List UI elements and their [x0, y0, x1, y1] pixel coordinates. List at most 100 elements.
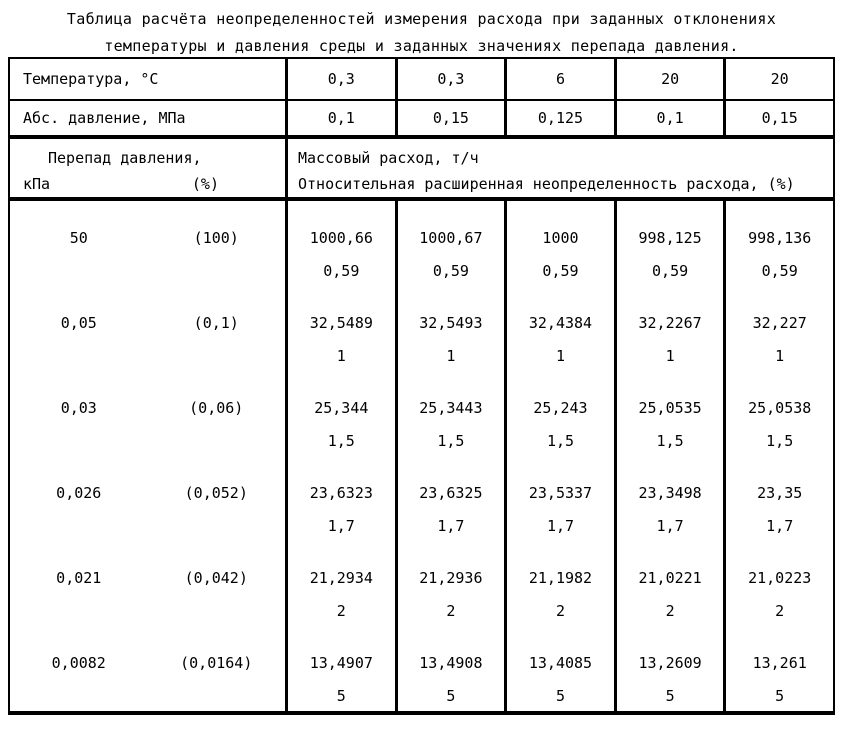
flow-value: 21,0223 [748, 569, 812, 587]
flow-cell: 1000,66 0,59 [285, 201, 395, 288]
uncertainty-value: 1 [446, 347, 456, 365]
uncertainty-value: 1,5 [437, 432, 465, 450]
temperature-value-5: 20 [723, 59, 833, 99]
flow-cell: 32,2267 1 [613, 286, 724, 373]
flow-value: 998,136 [748, 229, 812, 247]
flow-cell: 25,3443 1,5 [394, 371, 505, 458]
flow-value: 13,2609 [638, 654, 702, 672]
flow-value: 23,6325 [419, 484, 483, 502]
flow-cell: 25,0535 1,5 [613, 371, 724, 458]
uncertainty-value: 1,7 [656, 517, 684, 535]
uncertainty-value: 2 [446, 602, 456, 620]
flow-value: 23,3498 [638, 484, 702, 502]
dp-pct-value: (0,0164) [180, 654, 253, 672]
flow-cell: 1000 0,59 [504, 201, 614, 288]
uncertainty-value: 0,59 [323, 262, 360, 280]
dp-cell: 0,026 (0,052) [10, 456, 285, 543]
uncertainty-value: 1,5 [546, 432, 575, 450]
dp-header-pct: (%) [191, 175, 219, 193]
flow-header-line-1: Массовый расход, т/ч [298, 149, 479, 167]
temperature-label: Температура, °С [23, 70, 159, 88]
flow-value: 32,4384 [528, 314, 593, 332]
uncertainty-value: 1,5 [327, 432, 355, 450]
flow-cell: 21,0223 2 [723, 541, 833, 628]
flow-value: 32,5493 [419, 314, 483, 332]
uncertainty-value: 0,59 [652, 262, 689, 280]
uncertainty-value: 0,59 [432, 262, 469, 280]
flow-value: 21,1982 [528, 569, 593, 587]
uncertainty-value: 1 [555, 347, 565, 365]
flow-cell: 13,4085 5 [504, 626, 614, 713]
temperature-value-2: 0,3 [394, 59, 505, 99]
pressure-row: Абс. давление, МПа 0,1 0,15 0,125 0,1 0,… [10, 101, 833, 139]
dp-header-units: кПа (%) [10, 171, 285, 197]
flow-value: 25,243 [533, 399, 588, 417]
flow-cell: 21,2934 2 [285, 541, 395, 628]
uncertainty-value: 1,7 [327, 517, 355, 535]
uncertainty-value: 5 [446, 687, 456, 705]
flow-value: 21,0221 [638, 569, 702, 587]
pressure-value-2: 0,15 [394, 101, 505, 135]
dp-kpa-value: 0,0082 [51, 654, 106, 672]
uncertainty-value: 1,7 [437, 517, 465, 535]
flow-value: 21,2934 [309, 569, 373, 587]
table-row: 0,021 (0,042) 21,2934 2 21,2936 2 21,198… [10, 541, 833, 628]
flow-cell: 1000,67 0,59 [394, 201, 505, 288]
dp-pct-value: (0,042) [184, 569, 248, 587]
table-caption: Таблица расчёта неопределенностей измере… [0, 0, 843, 60]
flow-cell: 23,5337 1,7 [504, 456, 614, 543]
uncertainty-value: 5 [775, 687, 785, 705]
dp-kpa-value: 0,026 [56, 484, 102, 502]
uncertainty-value: 2 [665, 602, 675, 620]
flow-cell: 21,2936 2 [394, 541, 505, 628]
dp-pct-value: (0,052) [184, 484, 248, 502]
uncertainty-value: 1 [336, 347, 346, 365]
flow-value: 23,6323 [309, 484, 373, 502]
dp-header: Перепад давления, кПа (%) [10, 139, 285, 197]
uncertainty-value: 2 [336, 602, 346, 620]
flow-value: 1000 [542, 229, 579, 247]
uncertainty-value: 1,7 [766, 517, 794, 535]
flow-cell: 23,6323 1,7 [285, 456, 395, 543]
flow-cell: 25,0538 1,5 [723, 371, 833, 458]
flow-cell: 13,261 5 [723, 626, 833, 713]
flow-value: 13,4085 [528, 654, 593, 672]
uncertainty-value: 5 [555, 687, 565, 705]
dp-pct-value: (0,1) [193, 314, 239, 332]
flow-value: 13,4908 [419, 654, 483, 672]
uncertainty-value: 1,7 [546, 517, 575, 535]
table-row: 50 (100) 1000,66 0,59 1000,67 0,59 1000 … [10, 201, 833, 288]
pressure-label: Абс. давление, МПа [23, 109, 186, 127]
flow-cell: 32,227 1 [723, 286, 833, 373]
flow-cell: 23,6325 1,7 [394, 456, 505, 543]
pressure-value-5: 0,15 [723, 101, 833, 135]
flow-cell: 21,0221 2 [613, 541, 724, 628]
uncertainty-value: 2 [555, 602, 565, 620]
uncertainty-value: 1 [775, 347, 785, 365]
flow-cell: 998,136 0,59 [723, 201, 833, 288]
table-row: 0,026 (0,052) 23,6323 1,7 23,6325 1,7 23… [10, 456, 833, 543]
flow-cell: 21,1982 2 [504, 541, 614, 628]
table-row: 0,05 (0,1) 32,5489 1 32,5493 1 32,4384 1… [10, 286, 833, 373]
table-row: 0,03 (0,06) 25,344 1,5 25,3443 1,5 25,24… [10, 371, 833, 458]
temperature-value-3: 6 [504, 59, 614, 99]
flow-cell: 23,35 1,7 [723, 456, 833, 543]
flow-cell: 25,344 1,5 [285, 371, 395, 458]
flow-cell: 32,4384 1 [504, 286, 614, 373]
dp-cell: 0,05 (0,1) [10, 286, 285, 373]
flow-value: 21,2936 [419, 569, 483, 587]
flow-value: 23,5337 [528, 484, 593, 502]
dp-cell: 0,03 (0,06) [10, 371, 285, 458]
temperature-row: Температура, °С 0,3 0,3 6 20 20 [10, 59, 833, 101]
flow-cell: 998,125 0,59 [613, 201, 724, 288]
flow-cell: 13,4908 5 [394, 626, 505, 713]
temperature-value-1: 0,3 [285, 59, 395, 99]
table-row: 0,0082 (0,0164) 13,4907 5 13,4908 5 13,4… [10, 626, 833, 713]
uncertainty-value: 0,59 [761, 262, 798, 280]
flow-cell: 25,243 1,5 [504, 371, 614, 458]
flow-value: 32,2267 [638, 314, 702, 332]
flow-cell: 32,5489 1 [285, 286, 395, 373]
uncertainty-value: 1,5 [656, 432, 684, 450]
uncertainty-value: 2 [775, 602, 785, 620]
dp-pct-value: (0,06) [189, 399, 244, 417]
